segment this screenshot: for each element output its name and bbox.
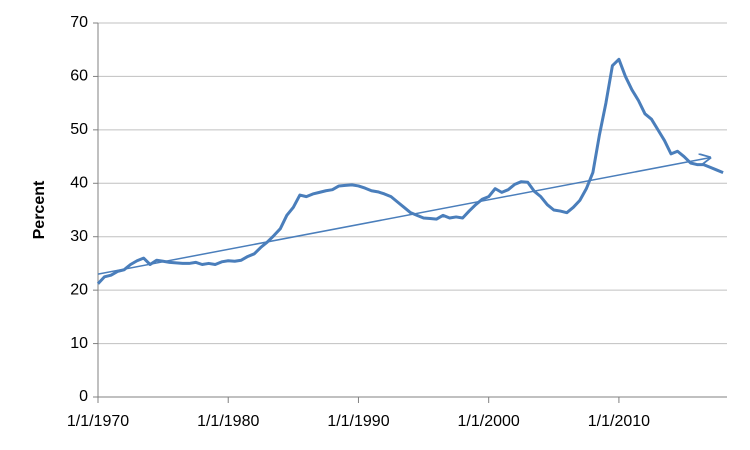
x-tick-label: 1/1/1990 [327, 413, 389, 430]
y-tick-label: 10 [70, 335, 88, 352]
x-tick-label: 1/1/2000 [458, 413, 520, 430]
x-tick-label: 1/1/2010 [588, 413, 650, 430]
x-tick-label: 1/1/1970 [67, 413, 129, 430]
x-tick-label: 1/1/1980 [197, 413, 259, 430]
y-tick-label: 40 [70, 175, 88, 192]
y-tick-label: 0 [79, 388, 88, 405]
series-line [96, 57, 724, 285]
y-tick-label: 70 [70, 14, 88, 31]
y-axis-label: Percent [31, 180, 48, 239]
y-tick-label: 50 [70, 121, 88, 138]
y-tick-label: 20 [70, 281, 88, 298]
y-tick-label: 30 [70, 228, 88, 245]
y-tick-label: 60 [70, 68, 88, 85]
trendline [97, 158, 710, 275]
